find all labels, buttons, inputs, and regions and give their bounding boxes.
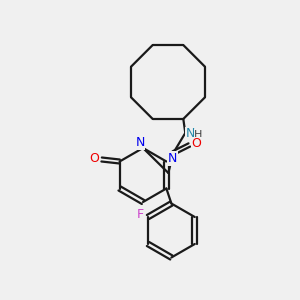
Text: O: O [191, 137, 201, 151]
Text: O: O [90, 152, 100, 165]
Text: N: N [135, 136, 145, 149]
Text: H: H [194, 130, 202, 140]
Text: N: N [186, 128, 195, 140]
Text: F: F [136, 208, 144, 221]
Text: N: N [168, 152, 177, 165]
